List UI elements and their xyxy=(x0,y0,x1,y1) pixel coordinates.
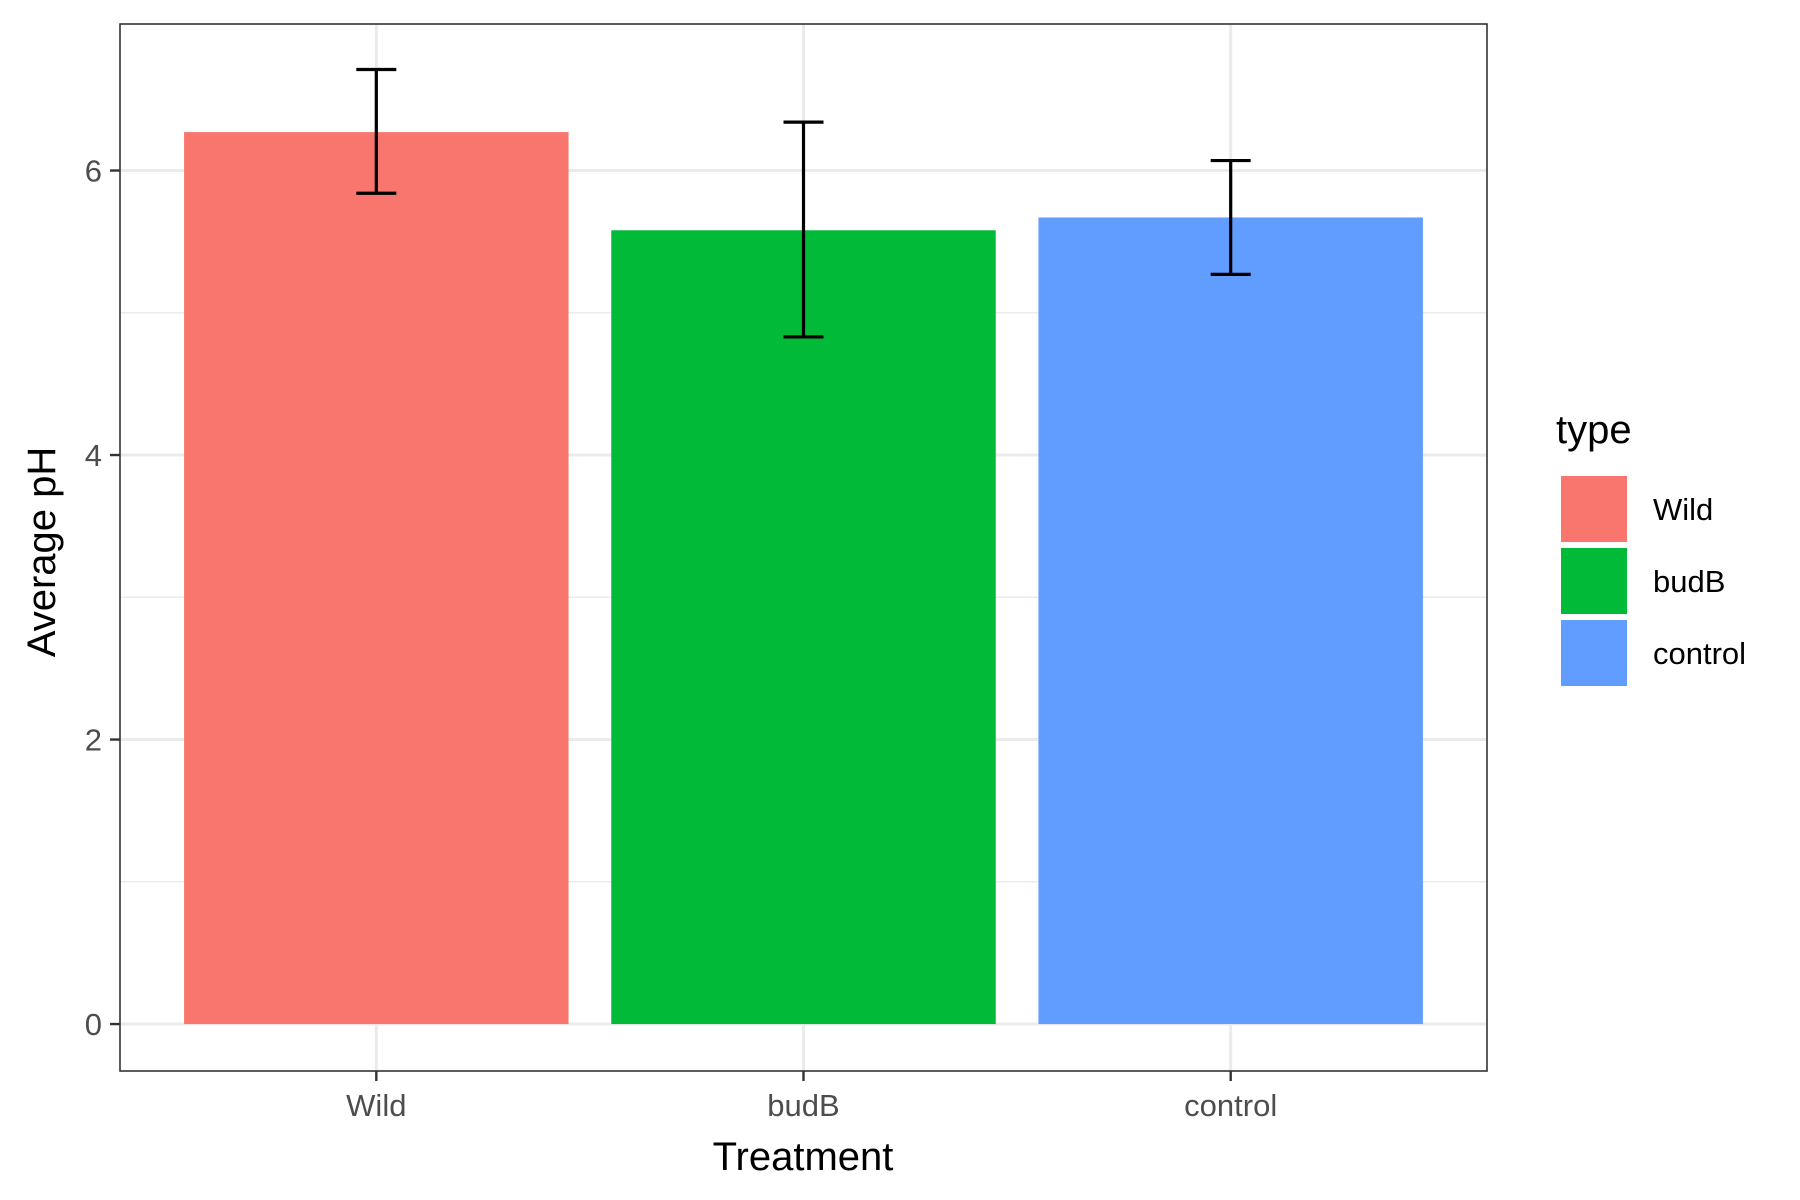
error-bar-Wild xyxy=(356,67,397,195)
legend: type Wild budB control xyxy=(1556,408,1746,686)
legend-item-Wild: Wild xyxy=(1561,476,1713,542)
axes: 0 2 4 6 Wild budB control xyxy=(85,154,1277,1123)
x-tick-label: Wild xyxy=(346,1088,406,1123)
legend-key-swatch xyxy=(1561,476,1627,542)
legend-key-swatch xyxy=(1561,548,1627,614)
legend-item-budB: budB xyxy=(1561,548,1725,614)
legend-title: type xyxy=(1556,408,1632,452)
bar-Wild xyxy=(184,132,569,1025)
x-tick-label: budB xyxy=(767,1088,839,1123)
bars xyxy=(184,132,1423,1025)
legend-label: control xyxy=(1653,636,1746,671)
error-bar-control xyxy=(1210,158,1251,276)
y-tick-label: 6 xyxy=(85,154,102,189)
error-bar-budB xyxy=(783,120,824,339)
bar-control xyxy=(1038,217,1423,1025)
error-bars xyxy=(356,67,1251,339)
x-tick-label: control xyxy=(1184,1088,1277,1123)
legend-label: budB xyxy=(1653,564,1725,599)
y-tick-label: 2 xyxy=(85,723,102,758)
x-axis-title: Treatment xyxy=(713,1135,894,1179)
y-tick-label: 4 xyxy=(85,438,102,473)
legend-key-swatch xyxy=(1561,620,1627,686)
legend-label: Wild xyxy=(1653,492,1713,527)
y-tick-label: 0 xyxy=(85,1007,102,1042)
y-axis-title: Average pH xyxy=(20,447,64,658)
bar-budB xyxy=(611,230,996,1025)
legend-item-control: control xyxy=(1561,620,1746,686)
legend-items: Wild budB control xyxy=(1561,476,1746,686)
